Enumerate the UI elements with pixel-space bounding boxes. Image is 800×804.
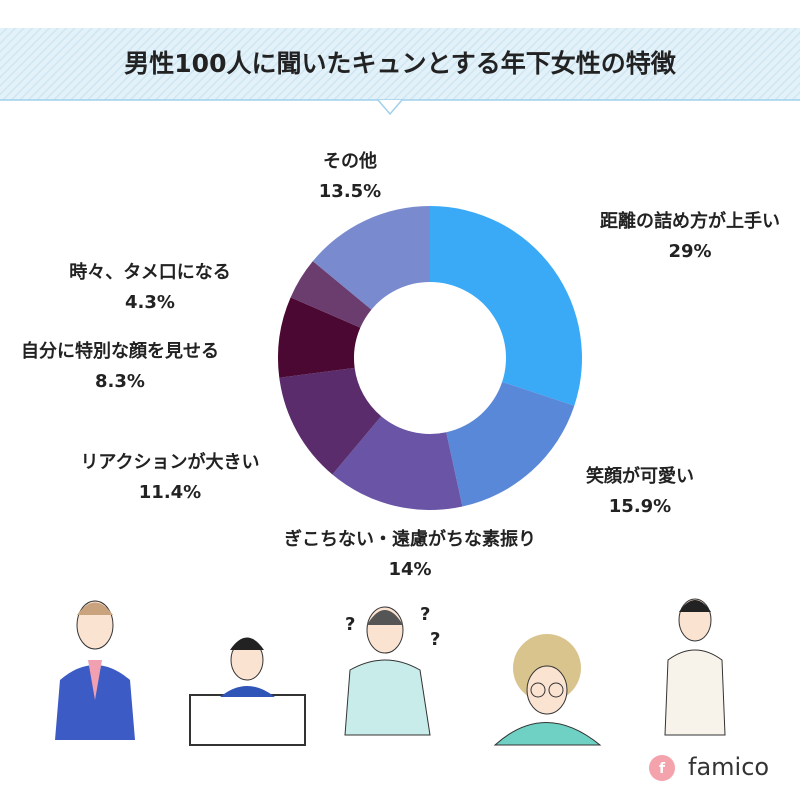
person-glasses [493,634,602,746]
value-label: 15.9% [609,496,671,517]
svg-text:?: ? [420,604,430,625]
donut [278,206,582,510]
person-board [189,637,306,746]
svg-text:?: ? [345,614,355,635]
donut-segment [446,381,575,507]
segment-label: ぎこちない・遠慮がちな素振り [284,528,536,550]
donut-segment [332,416,463,510]
value-label: 29% [668,241,711,262]
logo-letter: f [659,761,666,777]
segment-label: その他 [323,150,377,172]
brand-name: famico [688,753,769,781]
segment-label: 自分に特別な顔を見せる [21,340,219,362]
segment-label: 笑顔が可愛い [586,465,694,487]
value-label: 8.3% [95,371,145,392]
logo-mark [649,755,675,781]
person-sweater [664,598,726,736]
segment-label: 距離の詰め方が上手い [600,210,780,232]
segment-label: 時々、タメ口になる [69,262,230,283]
donut-segment [278,297,361,378]
title-banner [0,28,800,100]
svg-text:?: ? [430,629,440,650]
illustrations: ??? f [55,598,726,781]
value-label: 13.5% [319,181,381,202]
person-suit [55,600,135,740]
value-label: 11.4% [139,482,201,503]
value-label: 4.3% [125,292,175,313]
value-label: 14% [388,559,431,580]
chart-title: 男性100人に聞いたキュンとする年下女性の特徴 [124,49,676,78]
segment-label: リアクションが大きい [80,451,259,473]
donut-segment [430,206,582,406]
donut-segment [290,261,372,328]
banner-pointer [377,99,403,116]
person-question: ??? [344,604,440,736]
donut-segment [312,206,430,310]
donut-segment [279,367,382,475]
